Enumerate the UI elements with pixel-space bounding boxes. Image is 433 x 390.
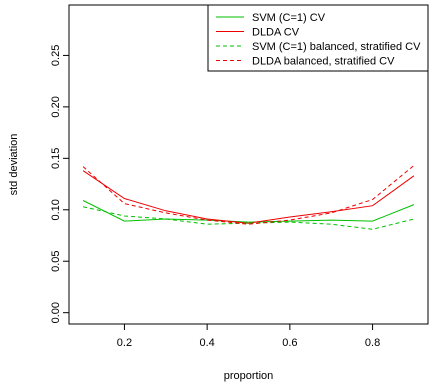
y-tick-label: 0.20 [50, 96, 62, 117]
y-axis-label: std deviation [8, 134, 20, 196]
legend-label: SVM (C=1) CV [252, 12, 326, 24]
legend-label: DLDA balanced, stratified CV [252, 56, 395, 68]
y-tick-label: 0.10 [50, 199, 62, 220]
y-tick-label: 0.25 [50, 45, 62, 66]
series-line-3 [82, 206, 415, 230]
y-axis: 0.00 0.05 0.10 0.15 0.20 0.25 [50, 45, 69, 323]
x-tick-label: 0.2 [117, 337, 132, 349]
legend-label: SVM (C=1) balanced, stratified CV [252, 41, 421, 53]
x-tick-label: 0.8 [365, 337, 380, 349]
legend: SVM (C=1) CV DLDA CV SVM (C=1) balanced, s… [207, 4, 429, 72]
x-tick-label: 0.6 [282, 337, 297, 349]
x-axis: 0.2 0.4 0.6 0.8 [117, 324, 380, 349]
y-tick-label: 0.05 [50, 250, 62, 271]
x-axis-label: proportion [224, 370, 274, 382]
legend-label: DLDA CV [252, 27, 300, 39]
x-tick-label: 0.4 [199, 337, 214, 349]
legend-box [207, 4, 429, 72]
series-lines [82, 165, 415, 230]
y-tick-label: 0.00 [50, 302, 62, 323]
series-line-2 [82, 170, 415, 224]
series-line-1 [82, 200, 415, 223]
y-tick-label: 0.15 [50, 148, 62, 169]
